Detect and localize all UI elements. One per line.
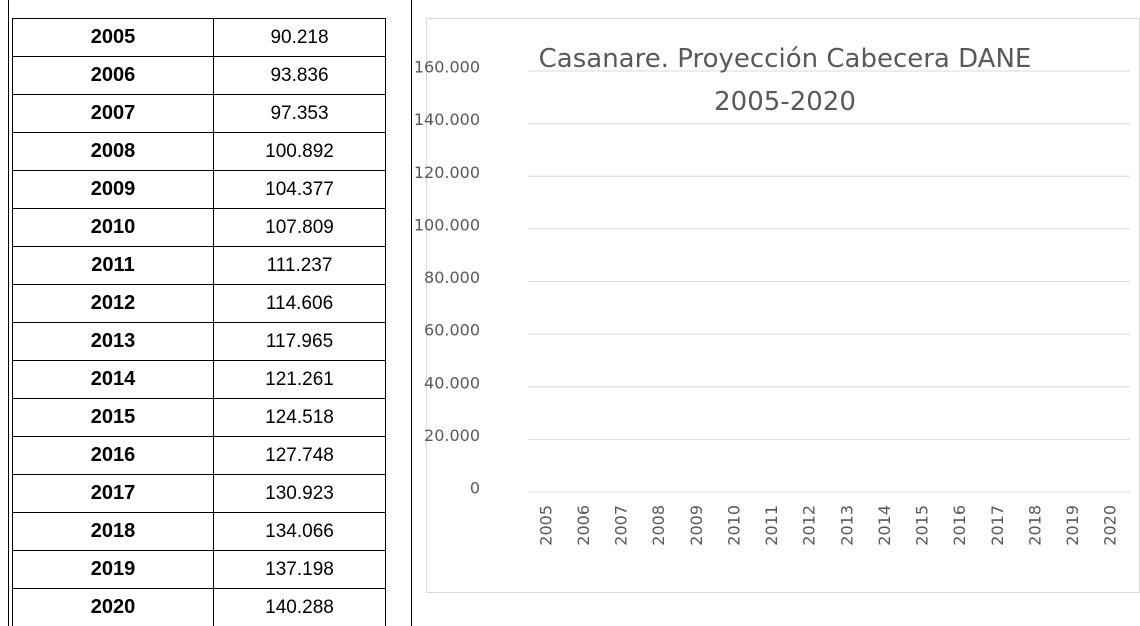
y-tick-label: 120.000	[414, 163, 480, 182]
table-row: 2017 130.923	[12, 474, 386, 513]
table: 2005 90.218 2006 93.836 2007 97.353 2008 100.89…	[12, 18, 386, 626]
value-cell: 100.892	[213, 132, 386, 171]
year-cell: 2018	[12, 512, 214, 551]
x-tick-label: 2012	[800, 505, 819, 546]
data-table: 2005 90.218 2006 93.836 2007 97.353 2008 100.89…	[8, 0, 412, 626]
value-cell: 93.836	[213, 56, 386, 95]
y-tick-label: 140.000	[414, 110, 480, 129]
x-tick-label: 2005	[536, 505, 555, 546]
year-cell: 2005	[12, 18, 214, 57]
table-row: 2011 111.237	[12, 246, 386, 285]
x-tick-label: 2018	[1025, 505, 1044, 546]
y-tick-label: 40.000	[424, 373, 480, 392]
year-cell: 2010	[12, 208, 214, 247]
chart-title: Casanare. Proyección Cabecera DANE 2005-…	[538, 44, 1032, 117]
x-tick-label: 2020	[1101, 505, 1120, 546]
table-row: 2008 100.892	[12, 132, 386, 171]
table-row: 2007 97.353	[12, 94, 386, 133]
year-cell: 2015	[12, 398, 214, 437]
y-tick-label: 160.000	[414, 58, 480, 77]
table-row: 2015 124.518	[12, 398, 386, 437]
year-cell: 2017	[12, 474, 214, 513]
value-cell: 134.066	[213, 512, 386, 551]
table-row: 2005 90.218	[12, 18, 386, 57]
x-tick-label: 2011	[762, 505, 781, 546]
value-cell: 107.809	[213, 208, 386, 247]
value-cell: 114.606	[213, 284, 386, 323]
table-row: 2018 134.066	[12, 512, 386, 551]
x-tick-label: 2019	[1063, 505, 1082, 546]
year-cell: 2008	[12, 132, 214, 171]
y-tick-label: 80.000	[424, 268, 480, 287]
x-tick-label: 2014	[875, 505, 894, 546]
table-row: 2013 117.965	[12, 322, 386, 361]
value-cell: 121.261	[213, 360, 386, 399]
y-tick-label: 60.000	[424, 321, 480, 340]
x-tick-label: 2013	[837, 505, 856, 546]
table-row: 2016 127.748	[12, 436, 386, 475]
y-tick-label: 20.000	[424, 426, 480, 445]
x-tick-label: 2007	[612, 505, 631, 546]
value-cell: 104.377	[213, 170, 386, 209]
x-tick-label: 2017	[988, 505, 1007, 546]
value-cell: 124.518	[213, 398, 386, 437]
value-cell: 111.237	[213, 246, 386, 285]
value-cell: 127.748	[213, 436, 386, 475]
year-cell: 2016	[12, 436, 214, 475]
y-tick-label: 0	[470, 479, 480, 498]
value-cell: 117.965	[213, 322, 386, 361]
x-tick-label: 2015	[913, 505, 932, 546]
table-row: 2009 104.377	[12, 170, 386, 209]
year-cell: 2007	[12, 94, 214, 133]
value-cell: 90.218	[213, 18, 386, 57]
x-tick-label: 2016	[950, 505, 969, 546]
x-tick-label: 2010	[724, 505, 743, 546]
year-cell: 2012	[12, 284, 214, 323]
x-tick-label: 2009	[687, 505, 706, 546]
table-row: 2010 107.809	[12, 208, 386, 247]
table-row: 2020 140.288	[12, 588, 386, 626]
table-row: 2012 114.606	[12, 284, 386, 323]
x-tick-label: 2008	[649, 505, 668, 546]
year-cell: 2020	[12, 588, 214, 626]
value-cell: 97.353	[213, 94, 386, 133]
y-tick-label: 100.000	[414, 215, 480, 234]
x-tick-label: 2006	[574, 505, 593, 546]
year-cell: 2011	[12, 246, 214, 285]
